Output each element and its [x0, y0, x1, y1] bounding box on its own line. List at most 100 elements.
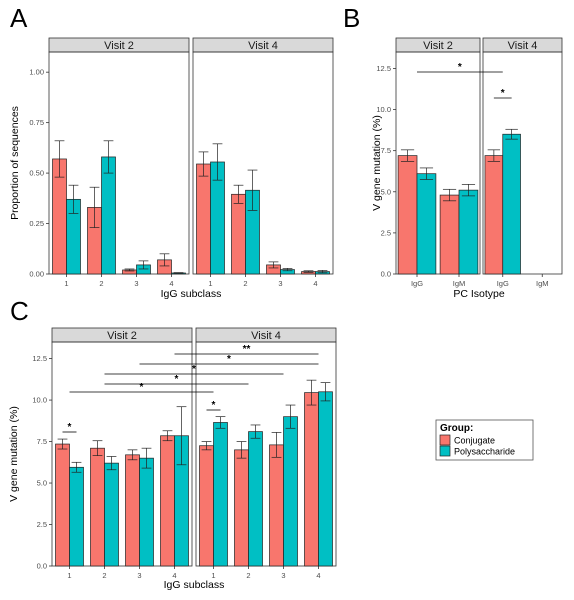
bar-conjugate [269, 444, 284, 567]
x-tick-label: 3 [137, 571, 141, 580]
significance-label: * [458, 62, 462, 73]
legend-swatch [439, 445, 451, 457]
y-tick-label: 1.00 [29, 68, 44, 77]
bar-polysaccharide [101, 156, 116, 275]
x-tick-label: 2 [102, 571, 106, 580]
facet-strip-label: Visit 4 [251, 330, 281, 342]
bar-conjugate [484, 155, 504, 275]
bar-conjugate [234, 449, 249, 567]
facet-panel-border [51, 341, 193, 567]
bar-conjugate [55, 443, 70, 567]
y-tick-label: 0.0 [381, 270, 391, 279]
x-tick-label: 4 [316, 571, 320, 580]
x-tick-label: 4 [172, 571, 176, 580]
panel-a: A 0.00 0.25 0.50 0.75 1.00 Proportion of seque… [9, 3, 334, 300]
significance-label: ** [243, 344, 251, 355]
bar-conjugate [125, 454, 140, 567]
significance-label: * [192, 364, 196, 375]
bar-polysaccharide [139, 457, 154, 567]
bar-polysaccharide [416, 173, 437, 275]
x-tick-label: 2 [243, 279, 247, 288]
x-axis-title: IgG subclass [161, 288, 222, 300]
y-axis-title: V gene mutation (%) [371, 115, 383, 211]
x-tick-label: 4 [313, 279, 317, 288]
significance-label: * [140, 382, 144, 393]
bar-polysaccharide [104, 462, 119, 567]
y-tick-label: 12.5 [376, 64, 391, 73]
legend-title: Group: [440, 423, 473, 434]
facet-strip-label: Visit 2 [107, 330, 137, 342]
panel-c: C 0.0 2.5 5.0 7.5 10.0 12.5 V gene mutation (%)… [8, 296, 337, 591]
facet-panel-border [395, 51, 481, 275]
y-tick-label: 0.25 [29, 219, 44, 228]
legend-swatch [439, 434, 451, 446]
facet-panel-border [192, 51, 334, 275]
x-tick-label: IgM [453, 279, 466, 288]
y-tick-label: 0.00 [29, 270, 44, 279]
significance-label: * [501, 88, 505, 99]
bar-conjugate [439, 194, 460, 275]
x-axis-title: IgG subclass [164, 579, 225, 591]
bar-polysaccharide [458, 189, 479, 275]
panel-letter: C [10, 296, 29, 326]
x-tick-label: 2 [246, 571, 250, 580]
bar-conjugate [160, 435, 175, 567]
bar-conjugate [304, 392, 319, 567]
bar-conjugate [196, 163, 211, 275]
x-tick-label: 1 [208, 279, 212, 288]
facet-panel-border [482, 51, 563, 275]
bar-conjugate [199, 445, 214, 567]
bar-polysaccharide [318, 391, 333, 567]
x-tick-label: IgG [497, 279, 509, 288]
y-tick-label: 7.5 [37, 437, 47, 446]
x-tick-label: 3 [278, 279, 282, 288]
bar-conjugate [397, 155, 418, 275]
y-tick-label: 10.0 [32, 396, 47, 405]
facet-panel-border [48, 51, 190, 275]
facet-strip-label: Visit 4 [508, 40, 538, 52]
x-tick-label: 2 [99, 279, 103, 288]
bar-polysaccharide [69, 466, 84, 567]
bar-polysaccharide [283, 416, 298, 567]
y-tick-label: 0.0 [37, 562, 47, 571]
panel-b: B 0.0 2.5 5.0 7.5 10.0 12.5 V gene mutation (%)… [343, 3, 563, 300]
x-tick-label: 3 [281, 571, 285, 580]
y-tick-label: 10.0 [376, 105, 391, 114]
x-tick-label: 4 [169, 279, 173, 288]
bar-conjugate [90, 447, 105, 567]
y-tick-label: 0.75 [29, 118, 44, 127]
y-tick-label: 0.50 [29, 169, 44, 178]
y-axis-title: V gene mutation (%) [8, 406, 20, 502]
significance-label: * [212, 400, 216, 411]
panel-letter: A [10, 3, 28, 33]
significance-label: * [175, 374, 179, 385]
y-tick-label: 5.0 [37, 479, 47, 488]
legend-label: Polysaccharide [454, 447, 515, 457]
y-tick-label: 2.5 [37, 520, 47, 529]
bar-conjugate [231, 193, 246, 275]
facet-strip-label: Visit 2 [423, 40, 453, 52]
x-tick-label: 1 [64, 279, 68, 288]
significance-label: * [227, 354, 231, 365]
y-tick-label: 2.5 [381, 228, 391, 237]
facet-strip-label: Visit 4 [248, 40, 278, 52]
x-tick-label: 1 [67, 571, 71, 580]
x-axis-title: PC Isotype [453, 288, 505, 300]
bar-polysaccharide [248, 431, 263, 567]
y-tick-label: 5.0 [381, 187, 391, 196]
y-tick-label: 7.5 [381, 146, 391, 155]
legend-box [435, 419, 534, 461]
x-tick-label: 1 [211, 571, 215, 580]
facet-panel-border [195, 341, 337, 567]
facet-strip-label: Visit 2 [104, 40, 134, 52]
significance-label: * [68, 422, 72, 433]
legend-label: Conjugate [454, 436, 495, 446]
x-tick-label: IgG [411, 279, 423, 288]
bar-polysaccharide [213, 422, 228, 567]
y-axis-title: Proportion of sequences [9, 106, 21, 220]
x-tick-label: 3 [134, 279, 138, 288]
panel-letter: B [343, 3, 360, 33]
x-tick-label: IgM [536, 279, 549, 288]
